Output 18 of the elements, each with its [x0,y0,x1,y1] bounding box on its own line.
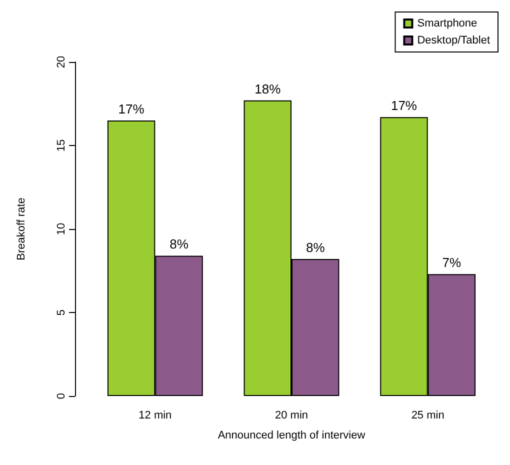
y-tick-label: 5 [56,309,68,316]
data-label: 7% [442,255,462,270]
y-tick-label: 20 [56,56,68,68]
x-tick-label: 25 min [411,410,444,422]
x-tick-label: 12 min [138,410,172,422]
legend-label: Desktop/Tablet [417,34,490,46]
y-tick-label: 15 [56,139,68,152]
y-axis-title: Breakoff rate [16,198,28,260]
legend-label: Smartphone [417,18,478,30]
data-label: 18% [254,81,282,96]
data-label: 17% [390,98,418,114]
x-axis-title: Announced length of interview [218,430,366,442]
data-label: 8% [306,240,326,256]
y-tick-label: 10 [56,222,68,236]
x-tick-label: 20 min [274,410,308,422]
data-label: 8% [170,236,189,252]
y-tick-label: 0 [56,392,68,400]
data-label: 17% [118,101,145,116]
